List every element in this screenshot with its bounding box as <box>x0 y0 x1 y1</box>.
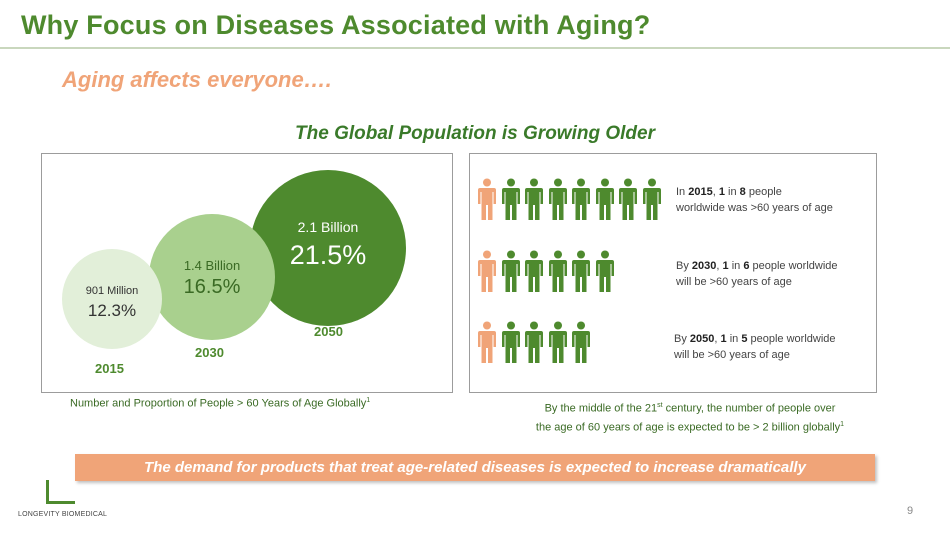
left-caption-text: Number and Proportion of People > 60 Yea… <box>70 397 367 410</box>
ratio-n: 6 <box>743 260 750 272</box>
person-icon <box>548 321 567 363</box>
ratio-text-2015: In 2015, 1 in 8 people worldwide was >60… <box>676 184 833 216</box>
demand-banner: The demand for products that treat age-r… <box>75 454 875 481</box>
ratio-mid: in <box>728 260 744 272</box>
page-number: 9 <box>907 505 914 517</box>
ratio-sep: , <box>716 260 723 272</box>
person-icon <box>572 321 590 363</box>
ratio-year: 2050 <box>689 333 715 345</box>
right-caption-part: By the middle of the 21 <box>544 402 658 415</box>
ratio-year: 2030 <box>691 260 717 272</box>
person-icon-over-60 <box>478 250 496 292</box>
year-label-2050: 2050 <box>314 324 343 339</box>
person-icon <box>525 321 543 363</box>
person-icon-over-60 <box>478 178 496 220</box>
bubble-count: 901 Million <box>85 285 139 297</box>
ratio-text-2050: By 2050, 1 in 5 people worldwide will be… <box>674 331 836 363</box>
ratio-one: 1 <box>720 333 727 345</box>
person-icon <box>525 250 543 292</box>
person-icon <box>501 250 520 292</box>
title-divider <box>0 47 950 49</box>
left-caption: Number and Proportion of People > 60 Yea… <box>70 397 370 410</box>
person-icon <box>501 321 520 363</box>
person-icon <box>525 178 543 220</box>
ratio-text-2030: By 2030, 1 in 6 people worldwide will be… <box>676 258 838 290</box>
bubble-2015: 901 Million 12.3% <box>62 249 162 349</box>
section-title: The Global Population is Growing Older <box>295 123 655 144</box>
person-icon <box>619 178 637 220</box>
bubble-count: 2.1 Billion <box>297 219 359 235</box>
person-icon <box>548 250 567 292</box>
person-icon <box>595 250 614 292</box>
ratio-line2: will be >60 years of age <box>674 349 790 361</box>
ratio-n: 8 <box>739 186 746 198</box>
ratio-post: people worldwide <box>749 260 838 272</box>
ratio-line2: will be >60 years of age <box>676 276 792 288</box>
bubble-percent: 16.5% <box>183 276 241 298</box>
ratio-sep: , <box>712 186 719 198</box>
bubble-percent: 21.5% <box>289 240 367 270</box>
ratio-mid: in <box>724 186 740 198</box>
ratio-line2: worldwide was >60 years of age <box>676 202 833 214</box>
ratio-one: 1 <box>718 186 725 198</box>
person-icon <box>642 178 661 220</box>
person-icon-over-60 <box>478 321 496 363</box>
year-label-2015: 2015 <box>95 361 124 376</box>
slide-title: Why Focus on Diseases Associated with Ag… <box>21 10 651 40</box>
bubble-2030: 1.4 Billion 16.5% <box>149 214 275 340</box>
bubble-count: 1.4 Billion <box>183 258 241 273</box>
person-icon <box>548 178 567 220</box>
slide-subtitle: Aging affects everyone…. <box>62 67 332 92</box>
bubble-2050: 2.1 Billion 21.5% <box>250 170 406 326</box>
ratio-year: 2015 <box>688 186 713 198</box>
logo-text: LONGEVITY BIOMEDICAL <box>18 511 108 518</box>
ratio-pre: In <box>676 186 689 198</box>
person-icon <box>572 250 590 292</box>
ratio-pre: By <box>676 260 692 272</box>
ratio-n: 5 <box>741 333 748 345</box>
footnote-ref: 1 <box>366 397 371 404</box>
person-icon <box>572 178 590 220</box>
right-caption: By the middle of the 21st century, the n… <box>490 398 890 435</box>
right-caption-line2: the age of 60 years of age is expected t… <box>535 421 841 434</box>
footnote-ref: 1 <box>840 420 845 428</box>
ratio-post: people <box>745 186 782 198</box>
ratio-pre: By <box>674 333 690 345</box>
year-label-2030: 2030 <box>195 345 224 360</box>
ratio-sep: , <box>714 333 721 345</box>
ordinal-suffix: st <box>657 402 663 409</box>
logo-icon <box>46 480 75 504</box>
ratio-one: 1 <box>722 260 729 272</box>
right-caption-part: century, the number of people over <box>662 402 836 415</box>
ratio-post: people worldwide <box>747 333 836 345</box>
bubble-percent: 12.3% <box>87 301 137 320</box>
person-icon <box>501 178 520 220</box>
person-icon <box>595 178 614 220</box>
ratio-mid: in <box>726 333 742 345</box>
